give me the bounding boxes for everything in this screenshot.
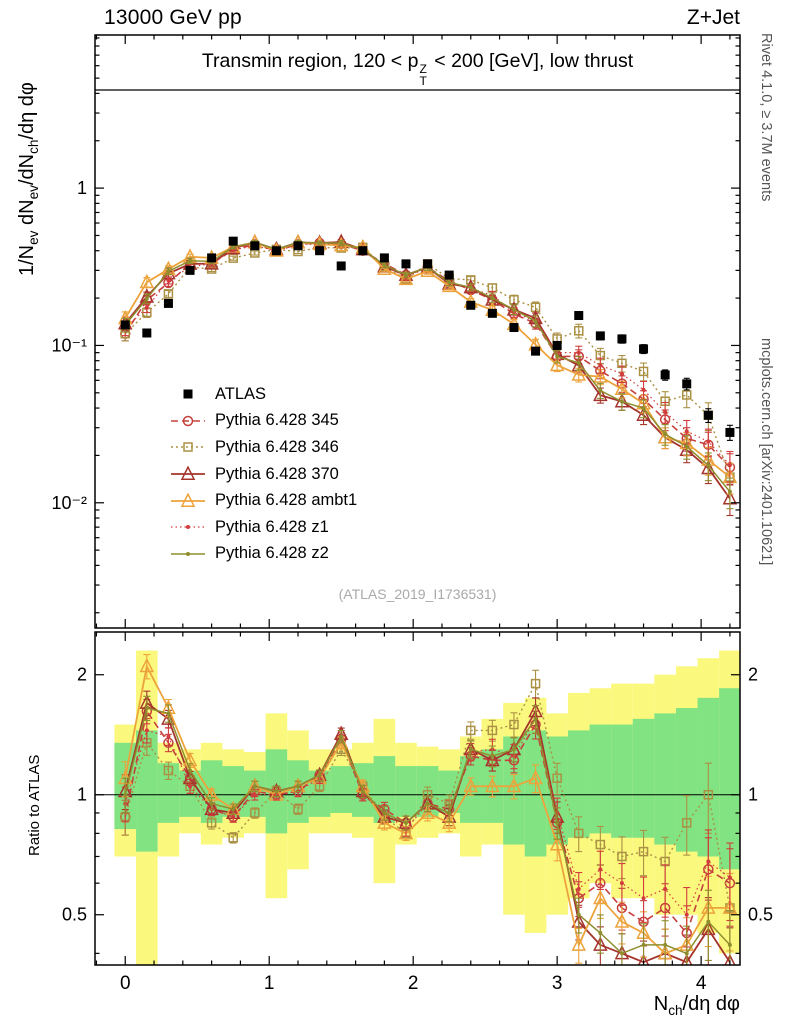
legend-marker-z2 xyxy=(171,551,205,556)
svg-text:0.5: 0.5 xyxy=(748,905,773,925)
svg-text:1: 1 xyxy=(77,785,87,805)
legend-item-z2: Pythia 6.428 z2 xyxy=(170,541,357,568)
main-panel-series xyxy=(117,233,738,517)
svg-text:3: 3 xyxy=(552,973,563,994)
svg-text:1: 1 xyxy=(77,178,87,198)
legend-label-ambt1: Pythia 6.428 ambt1 xyxy=(215,491,358,510)
analysis-id-watermark: (ATLAS_2019_I1736531) xyxy=(338,586,497,602)
main-y-axis-title: 1/Nev dNev/dNch/dη dφ xyxy=(16,82,41,276)
series-z2 xyxy=(121,695,734,965)
legend-marker-z1 xyxy=(171,525,205,530)
svg-text:1: 1 xyxy=(264,973,275,994)
beam-energy-label: 13000 GeV pp xyxy=(104,6,242,29)
legend-marker-ambt1 xyxy=(171,492,205,507)
legend-item-z1: Pythia 6.428 z1 xyxy=(170,514,357,541)
legend-marker-p370 xyxy=(171,466,205,481)
svg-text:2: 2 xyxy=(408,973,419,994)
legend-item-ambt1: Pythia 6.428 ambt1 xyxy=(170,487,357,514)
svg-text:10⁻¹: 10⁻¹ xyxy=(51,335,87,355)
svg-text:10⁻²: 10⁻² xyxy=(51,493,87,513)
legend-label-z2: Pythia 6.428 z2 xyxy=(215,544,329,563)
rivet-version-caption: Rivet 4.1.0, ≥ 3.7M events xyxy=(758,33,774,202)
svg-text:2: 2 xyxy=(748,665,758,685)
legend-label-z1: Pythia 6.428 z1 xyxy=(215,517,329,536)
legend-item-p345: Pythia 6.428 345 xyxy=(170,408,357,435)
process-label: Z+Jet xyxy=(686,6,740,29)
mcplots-arxiv-caption: mcplots.cern.ch [arXiv:2401.10621] xyxy=(758,338,774,566)
ratio-y-axis-title: Ratio to ATLAS xyxy=(26,754,43,856)
series-atlas xyxy=(120,236,735,441)
ratio-panel-series xyxy=(117,654,738,965)
svg-text:0.5: 0.5 xyxy=(62,905,87,925)
legend-marker-p345 xyxy=(171,415,205,427)
legend-item-p346: Pythia 6.428 346 xyxy=(170,434,357,461)
legend-label-p345: Pythia 6.428 345 xyxy=(215,411,339,430)
svg-text:1: 1 xyxy=(748,785,758,805)
legend-label-p346: Pythia 6.428 346 xyxy=(215,437,339,456)
legend-marker-p346 xyxy=(171,442,205,453)
svg-text:0: 0 xyxy=(120,973,131,994)
x-axis-title: Nch/dη dφ xyxy=(653,993,740,1018)
svg-text:2: 2 xyxy=(77,665,87,685)
legend-marker-atlas xyxy=(183,389,193,399)
legend-label-p370: Pythia 6.428 370 xyxy=(215,464,339,483)
legend-item-atlas: ATLAS xyxy=(170,381,357,408)
legend-item-p370: Pythia 6.428 370 xyxy=(170,461,357,488)
svg-text:4: 4 xyxy=(696,973,707,994)
legend-label-atlas: ATLAS xyxy=(215,384,267,403)
legend: ATLAS Pythia 6.428 345 Pythia 6.428 346 Pyt… xyxy=(170,381,357,567)
